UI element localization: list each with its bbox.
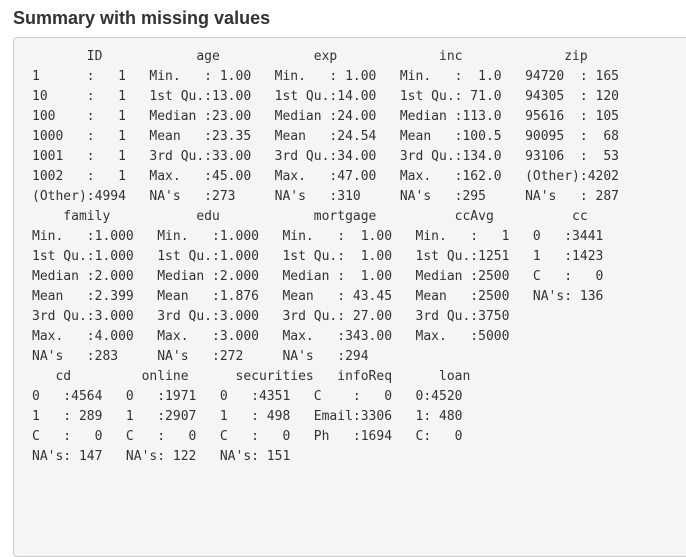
- output-line: 10 : 1 1st Qu.:13.00 1st Qu.:14.00 1st Q…: [32, 89, 619, 104]
- output-line: C : 0 C : 0 C : 0 Ph :1694 C: 0: [32, 429, 463, 444]
- output-line: family edu mortgage ccAvg cc: [32, 209, 588, 224]
- output-line: 1st Qu.:1.000 1st Qu.:1.000 1st Qu.: 1.0…: [32, 249, 604, 264]
- output-line: 0 :4564 0 :1971 0 :4351 C : 0 0:4520: [32, 389, 463, 404]
- section-heading: Summary with missing values: [13, 8, 271, 28]
- output-line: 1 : 1 Min. : 1.00 Min. : 1.00 Min. : 1.0…: [32, 69, 619, 84]
- output-line: (Other):4994 NA's :273 NA's :310 NA's :2…: [32, 189, 619, 204]
- output-line: ID age exp inc zip: [32, 49, 588, 64]
- summary-output-box: ID age exp inc zip 1 : 1 Min. : 1.00 Min.…: [13, 37, 686, 557]
- output-line: Mean :2.399 Mean :1.876 Mean : 43.45 Mea…: [32, 289, 604, 304]
- output-line: Median :2.000 Median :2.000 Median : 1.0…: [32, 269, 604, 284]
- output-line: 1000 : 1 Mean :23.35 Mean :24.54 Mean :1…: [32, 129, 619, 144]
- output-line: 1 : 289 1 :2907 1 : 498 Email:3306 1: 48…: [32, 409, 463, 424]
- output-line: 3rd Qu.:3.000 3rd Qu.:3.000 3rd Qu.: 27.…: [32, 309, 510, 324]
- output-line: 1002 : 1 Max. :45.00 Max. :47.00 Max. :1…: [32, 169, 619, 184]
- output-line: Max. :4.000 Max. :3.000 Max. :343.00 Max…: [32, 329, 510, 344]
- output-line: NA's :283 NA's :272 NA's :294: [32, 349, 369, 364]
- output-line: 100 : 1 Median :23.00 Median :24.00 Medi…: [32, 109, 619, 124]
- output-line: 1001 : 1 3rd Qu.:33.00 3rd Qu.:34.00 3rd…: [32, 149, 619, 164]
- output-line: Min. :1.000 Min. :1.000 Min. : 1.00 Min.…: [32, 229, 604, 244]
- output-line: cd online securities infoReq loan: [32, 369, 471, 384]
- summary-output-text: ID age exp inc zip 1 : 1 Min. : 1.00 Min.…: [32, 47, 619, 467]
- output-line: NA's: 147 NA's: 122 NA's: 151: [32, 449, 291, 464]
